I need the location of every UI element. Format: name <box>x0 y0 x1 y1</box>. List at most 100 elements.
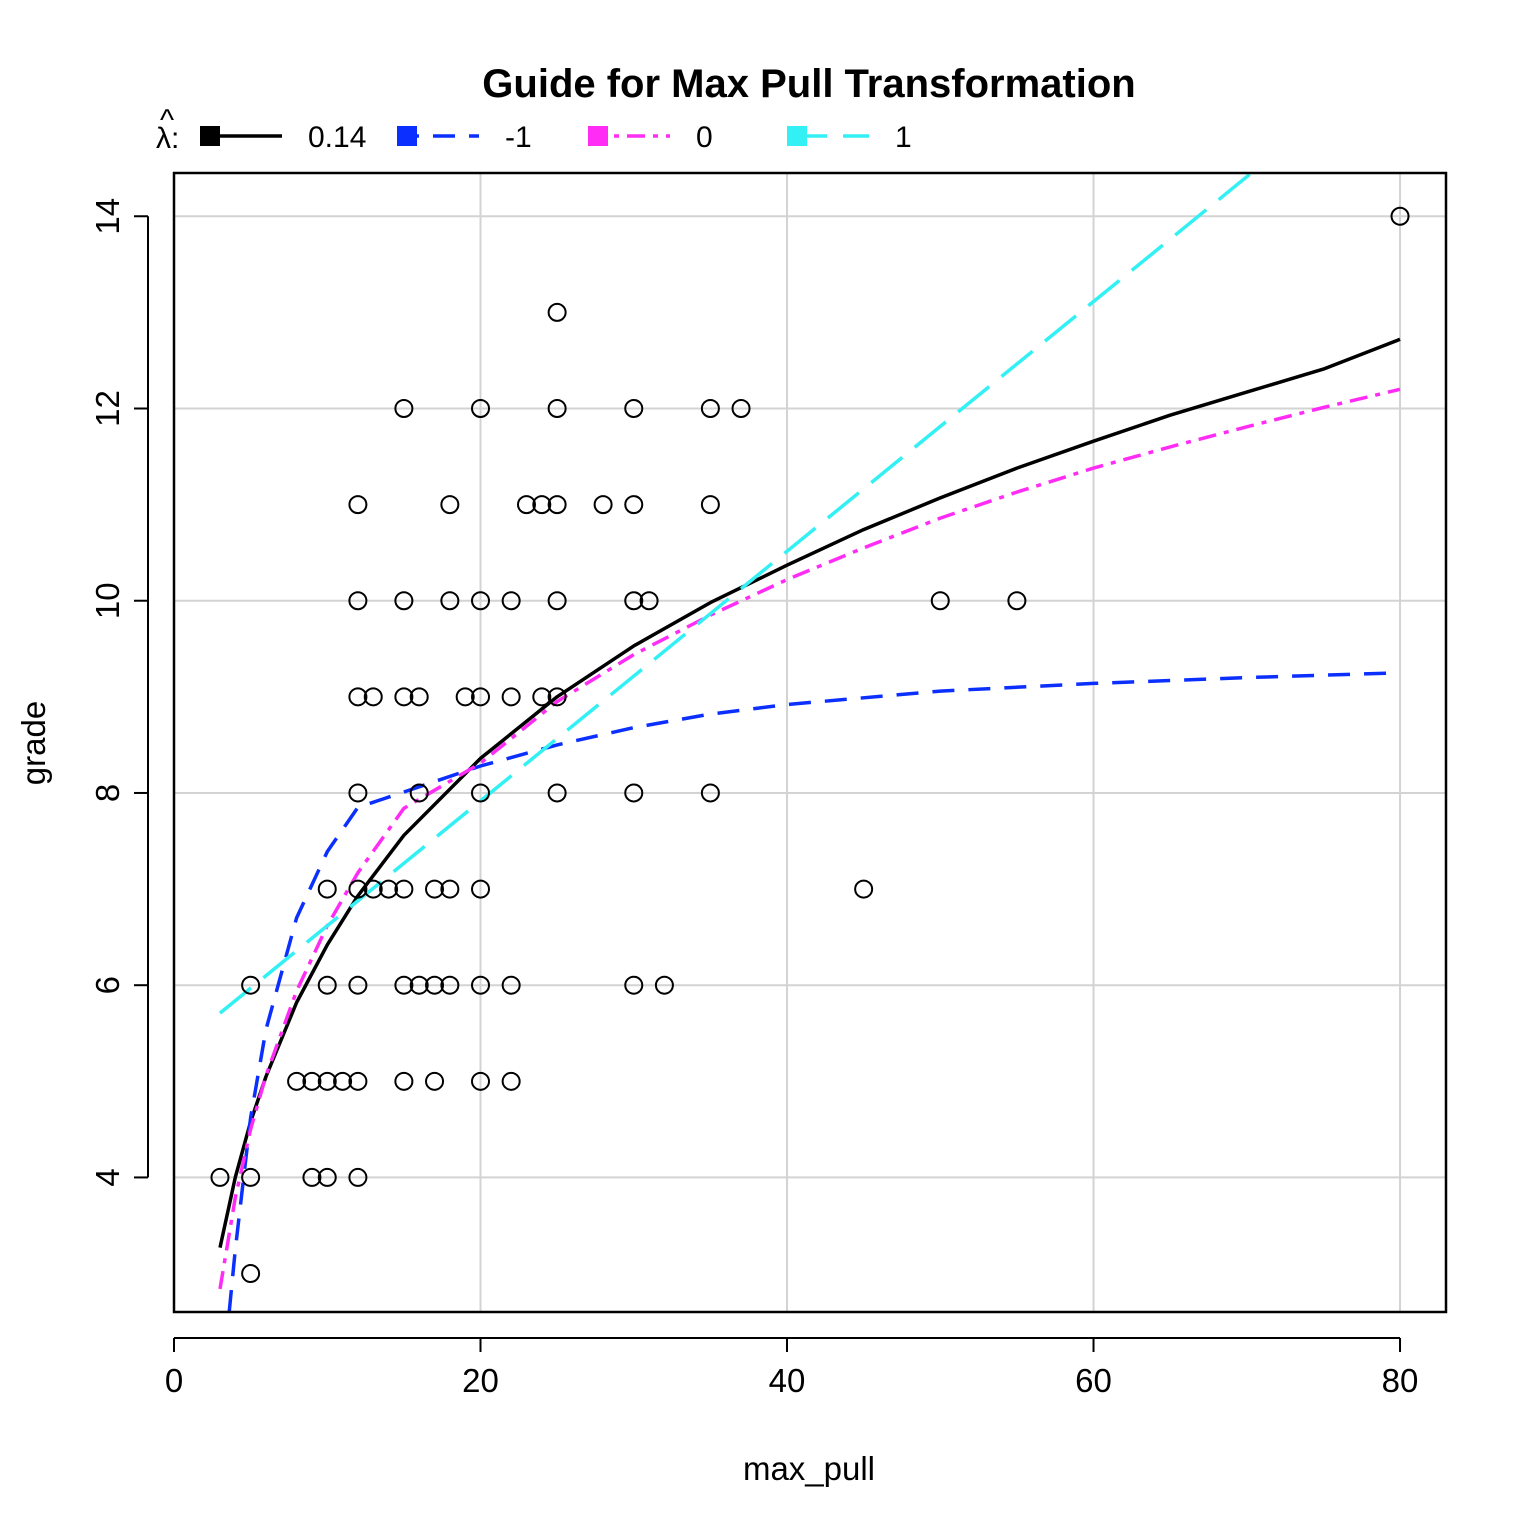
y-tick-label: 12 <box>89 390 126 427</box>
data-point <box>930 591 950 611</box>
legend-swatch-3 <box>787 126 807 146</box>
data-point <box>394 591 414 611</box>
data-point <box>302 1071 322 1091</box>
data-point <box>471 591 491 611</box>
data-point <box>317 975 337 995</box>
data-point <box>394 879 414 899</box>
data-point <box>547 783 567 803</box>
data-point <box>241 975 261 995</box>
data-point <box>532 687 552 707</box>
data-point <box>624 975 644 995</box>
data-point <box>425 879 445 899</box>
data-point <box>624 398 644 418</box>
data-point <box>409 783 429 803</box>
data-point <box>241 1264 261 1284</box>
data-point <box>1007 591 1027 611</box>
data-point <box>700 495 720 515</box>
data-point <box>547 398 567 418</box>
series-line-3 <box>218 173 1253 1015</box>
chart-title: Guide for Max Pull Transformation <box>482 62 1135 106</box>
data-point <box>547 591 567 611</box>
data-point <box>471 975 491 995</box>
data-point <box>317 1071 337 1091</box>
data-point <box>348 495 368 515</box>
data-point <box>379 879 399 899</box>
y-tick-label: 4 <box>89 1168 126 1186</box>
legend-swatch-0 <box>200 126 220 146</box>
data-point <box>471 879 491 899</box>
data-point <box>471 687 491 707</box>
data-point <box>700 783 720 803</box>
legend-label-1: -1 <box>505 121 532 154</box>
data-point <box>348 591 368 611</box>
data-point <box>348 1071 368 1091</box>
x-tick-label: 40 <box>769 1362 806 1399</box>
axes: 0 20 40 60 80 4 6 8 10 12 14 <box>89 171 1448 1399</box>
data-point <box>409 975 429 995</box>
legend-swatch-1 <box>397 126 417 146</box>
data-point <box>471 783 491 803</box>
y-axis-label: grade <box>15 701 52 785</box>
data-point <box>348 687 368 707</box>
data-point <box>317 1167 337 1187</box>
fitted-curves <box>218 173 1401 1312</box>
data-point <box>547 687 567 707</box>
data-point <box>348 879 368 899</box>
grid <box>173 173 1446 1312</box>
legend-prefix: λ: <box>156 122 179 155</box>
data-point <box>440 879 460 899</box>
data-point <box>425 1071 445 1091</box>
legend-swatch-2 <box>588 126 608 146</box>
data-points <box>210 206 1410 1284</box>
x-axis-label: max_pull <box>743 1450 875 1487</box>
legend-label-3: 1 <box>895 121 912 154</box>
data-point <box>394 975 414 995</box>
series-line-1 <box>227 671 1401 1312</box>
data-point <box>348 1167 368 1187</box>
data-point <box>440 591 460 611</box>
plot-frame <box>172 171 1448 1314</box>
y-tick-label: 14 <box>89 198 126 235</box>
data-point <box>624 495 644 515</box>
x-tick-label: 0 <box>165 1362 183 1399</box>
legend-label-0: 0.14 <box>308 121 366 154</box>
data-point <box>210 1167 230 1187</box>
data-point <box>532 495 552 515</box>
data-point <box>425 975 445 995</box>
data-point <box>1390 206 1410 226</box>
series-line-2 <box>218 387 1401 1290</box>
x-tick-label: 20 <box>462 1362 499 1399</box>
data-point <box>624 591 644 611</box>
data-point <box>654 975 674 995</box>
data-point <box>547 302 567 322</box>
data-point <box>440 495 460 515</box>
data-point <box>394 1071 414 1091</box>
y-tick-label: 8 <box>89 784 126 802</box>
data-point <box>440 975 460 995</box>
data-point <box>363 879 383 899</box>
x-tick-label: 60 <box>1075 1362 1112 1399</box>
y-tick-label: 10 <box>89 582 126 619</box>
data-point <box>409 687 429 707</box>
data-point <box>501 1071 521 1091</box>
data-point <box>287 1071 307 1091</box>
data-point <box>501 591 521 611</box>
data-point <box>700 398 720 418</box>
y-tick-label: 6 <box>89 976 126 994</box>
data-point <box>624 783 644 803</box>
data-point <box>501 687 521 707</box>
data-point <box>241 1167 261 1187</box>
x-tick-label: 80 <box>1382 1362 1419 1399</box>
data-point <box>363 687 383 707</box>
data-point <box>639 591 659 611</box>
data-point <box>731 398 751 418</box>
data-point <box>333 1071 353 1091</box>
data-point <box>471 398 491 418</box>
data-point <box>471 1071 491 1091</box>
data-point <box>348 975 368 995</box>
legend-hat: ^ <box>160 104 174 137</box>
data-point <box>455 687 475 707</box>
legend: ^ λ: 0.14 -1 0 1 <box>156 104 912 155</box>
data-point <box>348 783 368 803</box>
